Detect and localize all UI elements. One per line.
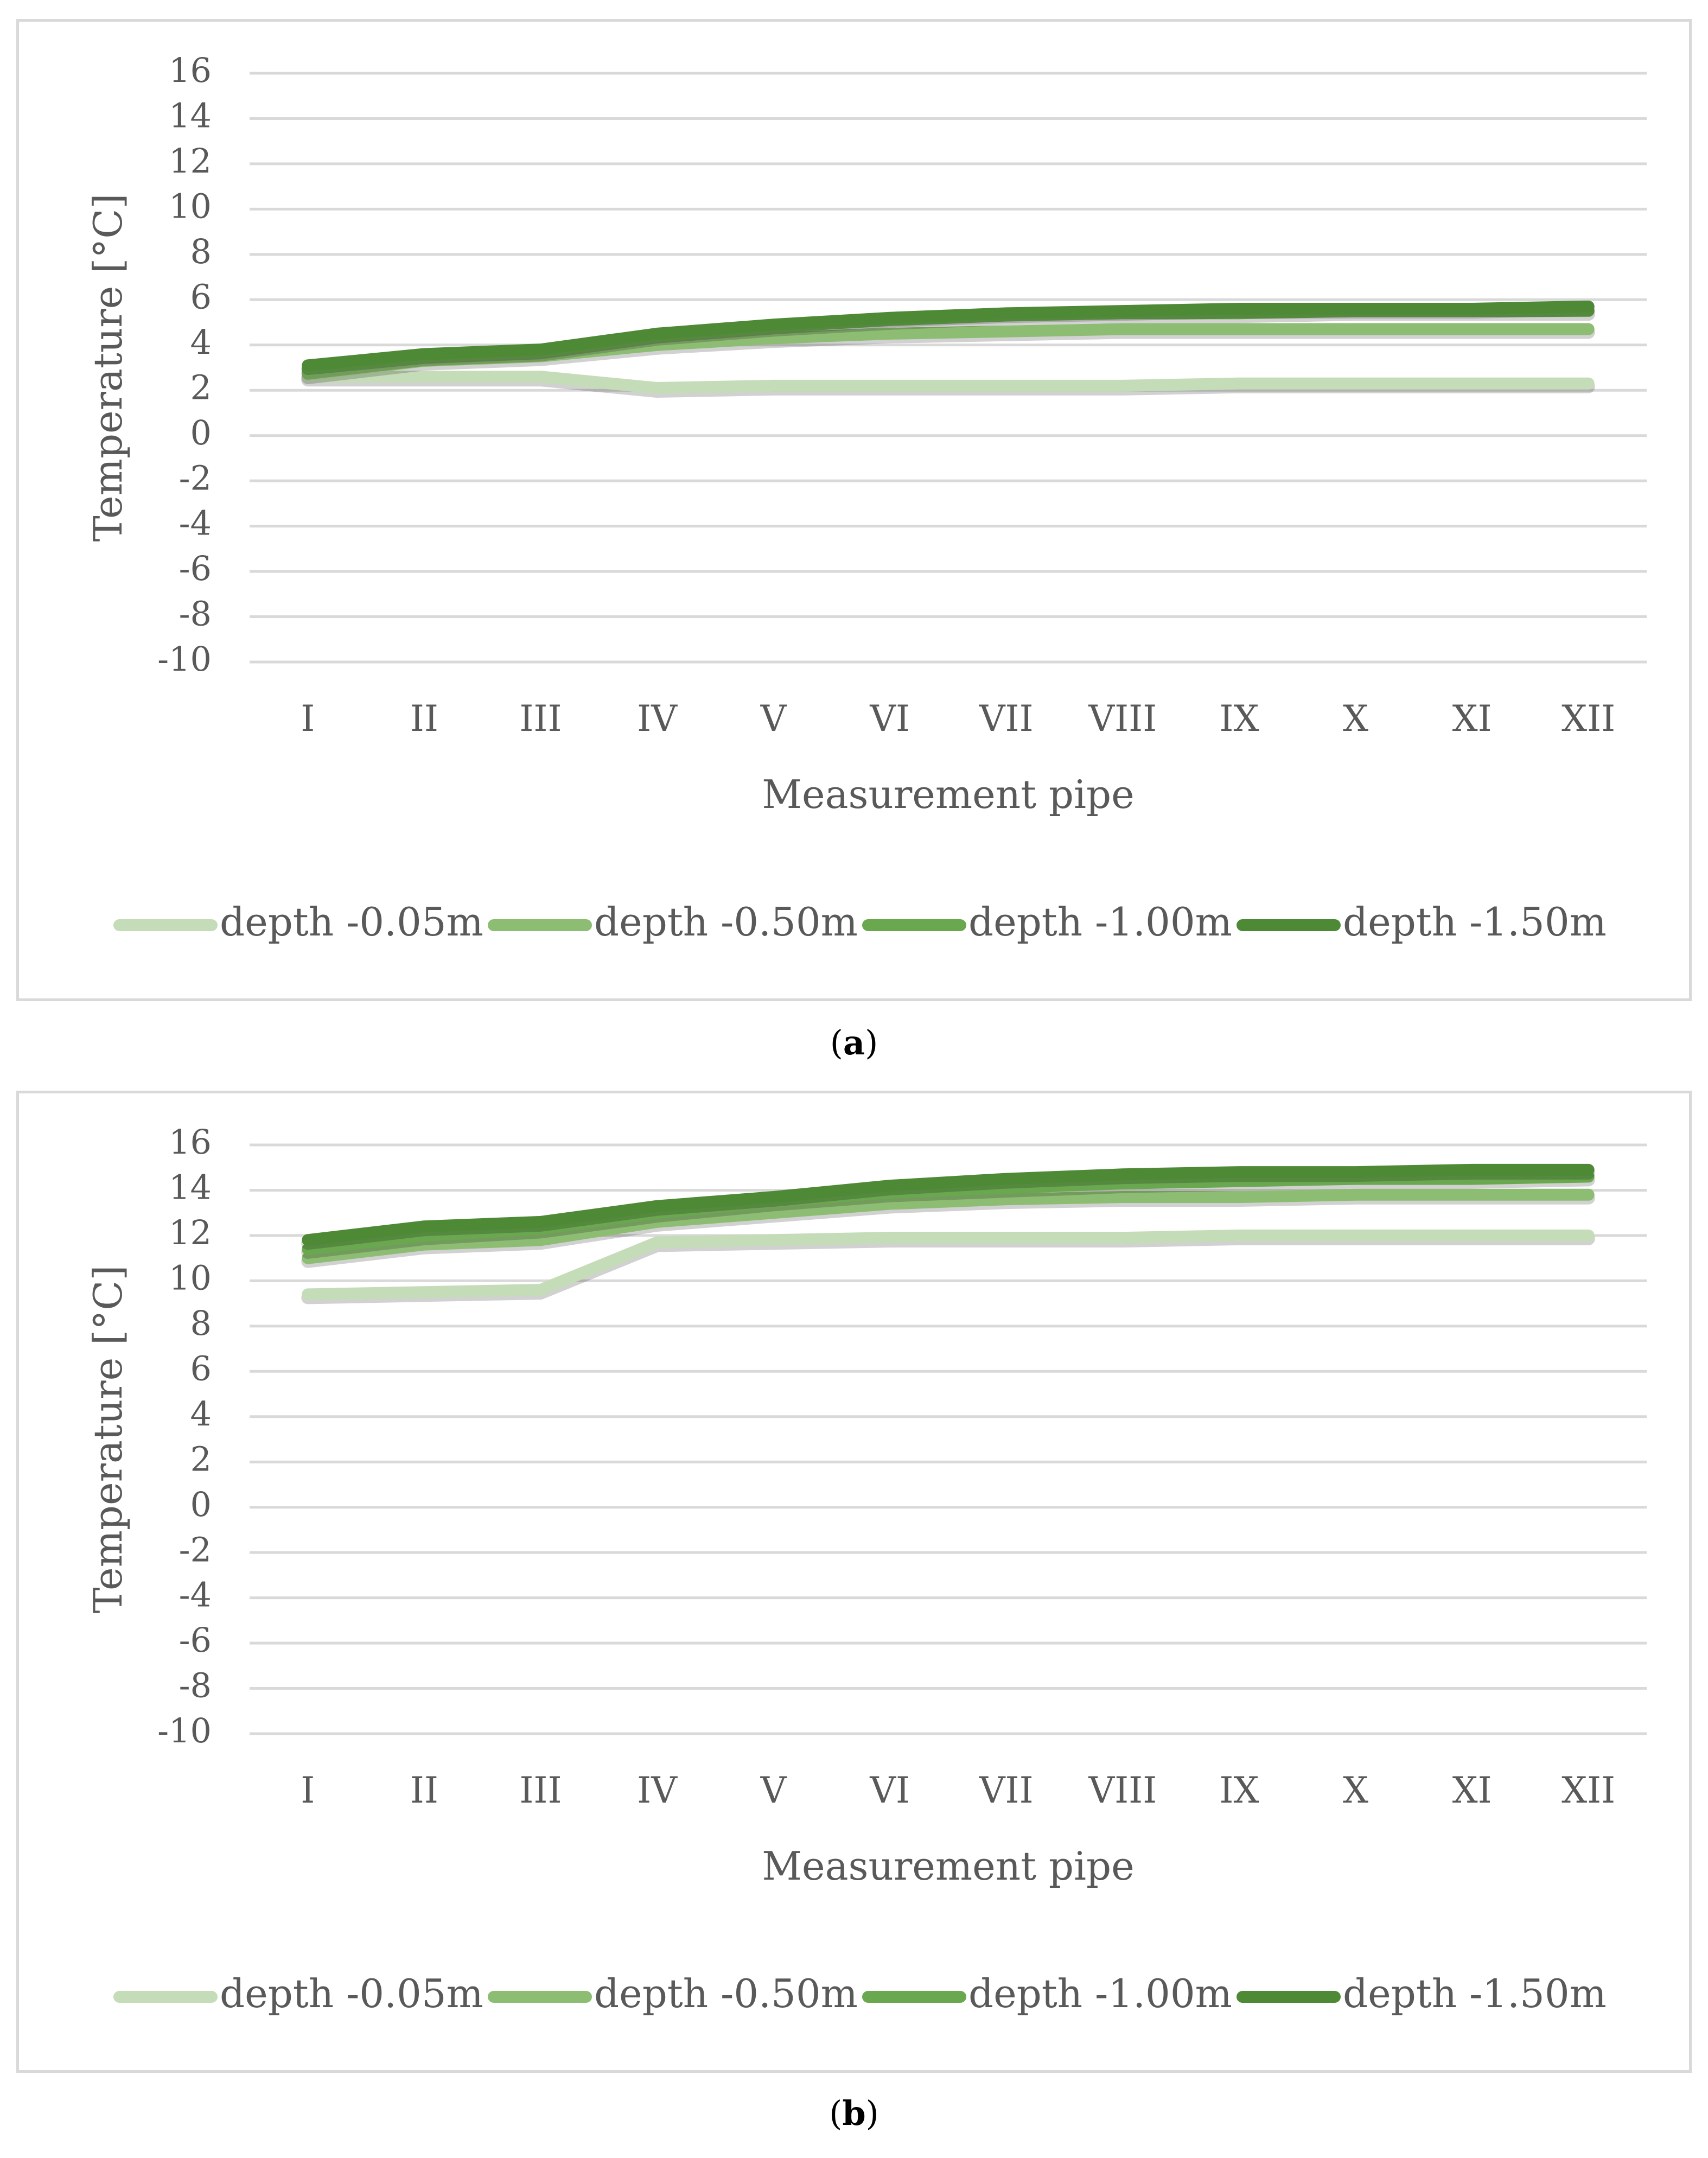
series-line bbox=[302, 1163, 1595, 1246]
x-tick-label: II bbox=[410, 1769, 438, 1811]
x-tick-label: III bbox=[519, 1769, 562, 1811]
series-line bbox=[302, 1229, 1595, 1301]
y-tick-label: -4 bbox=[179, 504, 212, 543]
x-tick-label: VIII bbox=[1088, 1769, 1157, 1811]
y-tick-label: 14 bbox=[169, 1168, 212, 1207]
y-tick-label: 6 bbox=[190, 277, 212, 316]
x-tick-label: X bbox=[1343, 1769, 1368, 1811]
y-axis-title: Temperature [°C] bbox=[85, 194, 131, 542]
x-tick-label: I bbox=[301, 698, 315, 740]
legend-label: depth -0.05m bbox=[220, 1971, 483, 2016]
x-tick-label: VI bbox=[869, 1769, 910, 1811]
x-tick-label: I bbox=[301, 1769, 315, 1811]
x-tick-label: II bbox=[410, 698, 438, 740]
y-tick-label: 8 bbox=[190, 1303, 212, 1343]
series-line bbox=[302, 1170, 1595, 1255]
x-tick-label: XI bbox=[1452, 698, 1492, 740]
chart-panel-b: 16 14 12 10 8 6 4 2 0 -2 -4 -6 -8 -10 I II III IV V VI VII VI… bbox=[16, 1091, 1692, 2073]
x-tick-label: V bbox=[760, 1769, 787, 1811]
legend-label: depth -1.50m bbox=[1343, 899, 1607, 945]
y-tick-label: -6 bbox=[179, 1620, 212, 1660]
chart-panel-a: 16 14 12 10 8 6 4 2 0 -2 -4 -6 -8 -10 I II III IV V VI VII VI… bbox=[16, 19, 1692, 1001]
y-tick-label: 0 bbox=[190, 413, 212, 453]
y-tick-label: 12 bbox=[169, 1213, 212, 1252]
series-line bbox=[302, 371, 1595, 394]
legend-label: depth -0.50m bbox=[594, 1971, 858, 2016]
x-tick-label: IV bbox=[637, 1769, 678, 1811]
y-tick-label: 6 bbox=[190, 1348, 212, 1388]
y-tick-label: 2 bbox=[190, 367, 212, 407]
x-tick-label: III bbox=[519, 698, 562, 740]
y-axis-title: Temperature [°C] bbox=[85, 1265, 131, 1614]
x-tick-label: VII bbox=[979, 1769, 1034, 1811]
caption-b-label: b bbox=[842, 2093, 866, 2133]
y-tick-label: -10 bbox=[157, 1711, 212, 1750]
caption-a: (a) bbox=[830, 1023, 878, 1062]
y-tick-label: -8 bbox=[179, 594, 212, 634]
y-tick-label: -6 bbox=[179, 549, 212, 588]
y-tick-label: 8 bbox=[190, 232, 212, 271]
legend-label: depth -1.50m bbox=[1343, 1971, 1607, 2016]
x-tick-label: IV bbox=[637, 698, 678, 740]
x-tick-label: XI bbox=[1452, 1769, 1492, 1811]
legend-label: depth -1.00m bbox=[968, 1971, 1232, 2016]
x-tick-label: VIII bbox=[1088, 698, 1157, 740]
y-tick-label: 2 bbox=[190, 1439, 212, 1479]
series-line bbox=[302, 300, 1595, 372]
y-tick-label: 10 bbox=[169, 186, 212, 226]
y-tick-label: 16 bbox=[169, 50, 212, 90]
y-tick-label: 4 bbox=[190, 1394, 212, 1434]
x-tick-label: IX bbox=[1219, 698, 1259, 740]
y-tick-label: 4 bbox=[190, 322, 212, 362]
y-tick-label: -2 bbox=[179, 1530, 212, 1569]
y-tick-label: 10 bbox=[169, 1258, 212, 1297]
caption-a-label: a bbox=[843, 1023, 865, 1062]
x-tick-label: VII bbox=[979, 698, 1034, 740]
x-tick-label: IX bbox=[1219, 1769, 1259, 1811]
legend-label: depth -0.05m bbox=[220, 899, 483, 945]
y-tick-label: -4 bbox=[179, 1575, 212, 1615]
y-tick-label: -10 bbox=[157, 639, 212, 679]
x-tick-label: X bbox=[1343, 698, 1368, 740]
y-tick-label: -8 bbox=[179, 1666, 212, 1705]
y-tick-label: 12 bbox=[169, 141, 212, 181]
x-tick-label: XII bbox=[1562, 1769, 1615, 1811]
caption-b: (b) bbox=[829, 2093, 879, 2133]
x-axis-title: Measurement pipe bbox=[762, 1843, 1135, 1889]
series-line bbox=[302, 1188, 1595, 1264]
y-tick-label: 16 bbox=[169, 1122, 212, 1162]
legend-label: depth -1.00m bbox=[968, 899, 1232, 945]
legend-label: depth -0.50m bbox=[594, 899, 858, 945]
x-tick-label: V bbox=[760, 698, 787, 740]
y-tick-label: 0 bbox=[190, 1485, 212, 1524]
x-tick-label: XII bbox=[1562, 698, 1615, 740]
x-tick-label: VI bbox=[869, 698, 910, 740]
x-axis-title: Measurement pipe bbox=[762, 772, 1135, 817]
y-tick-label: -2 bbox=[179, 458, 212, 498]
y-tick-label: 14 bbox=[169, 96, 212, 136]
